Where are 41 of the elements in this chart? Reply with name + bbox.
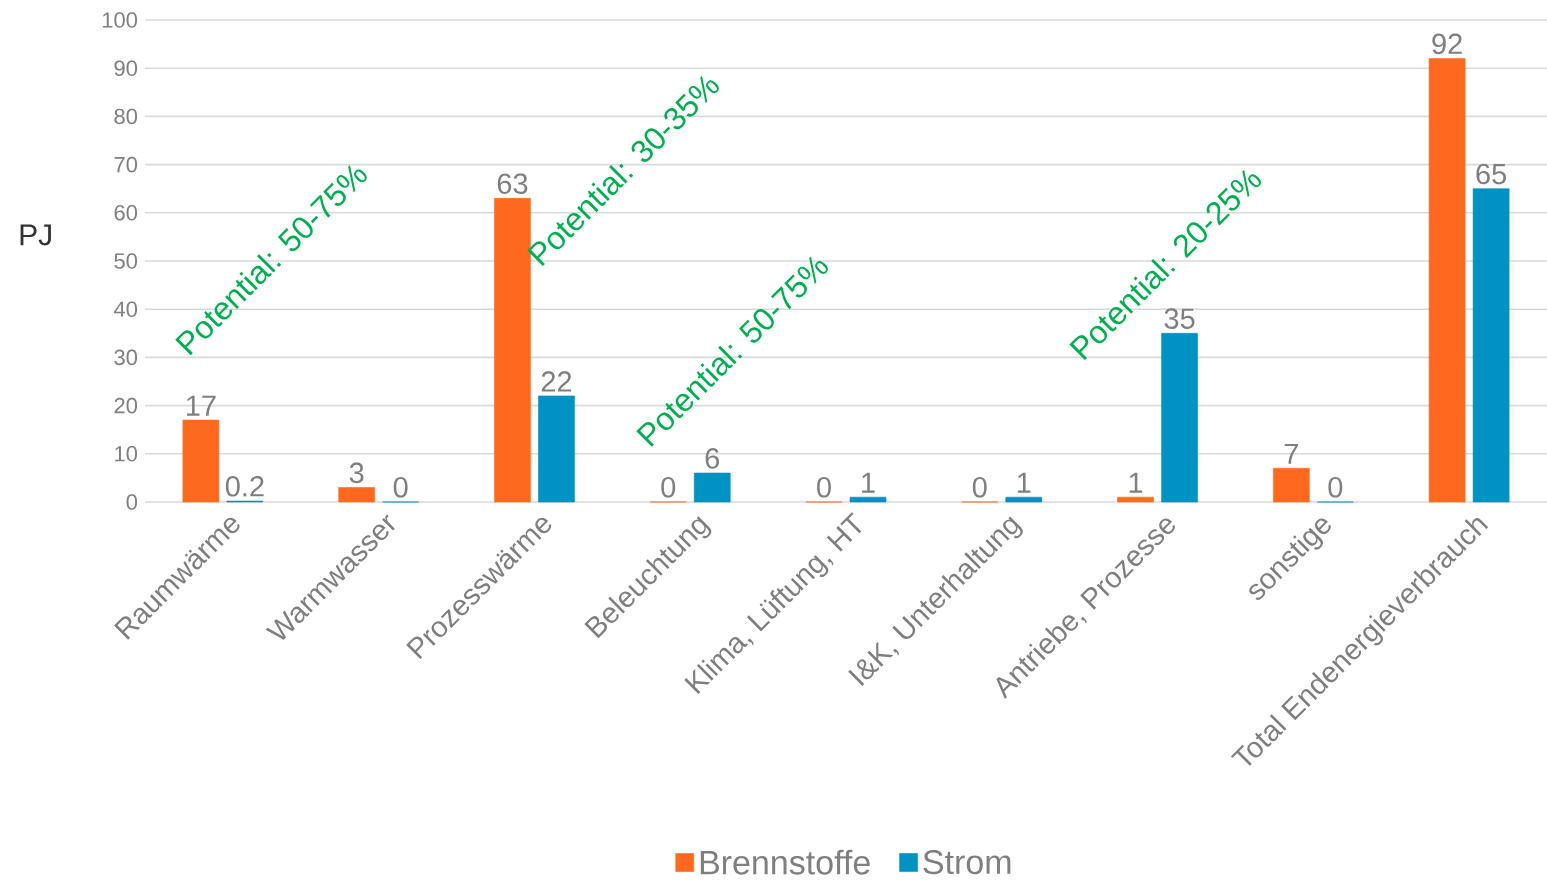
bar [182, 419, 220, 503]
data-label: 3 [349, 462, 364, 484]
bar [1472, 188, 1510, 503]
data-label: 92 [1432, 33, 1462, 55]
bar [1273, 467, 1310, 503]
y-tick-label: 60 [114, 205, 138, 221]
data-label: 1 [862, 472, 875, 493]
y-tick-label: 100 [102, 12, 138, 28]
data-label: 0 [817, 477, 831, 498]
y-tick-label: 0 [126, 494, 138, 510]
y-axis-title: PJ [20, 224, 51, 246]
bar [849, 496, 887, 503]
data-label: 65 [1476, 163, 1507, 185]
data-label: 22 [541, 371, 572, 392]
bar [1117, 496, 1154, 503]
data-label: 6 [705, 448, 720, 469]
data-label: 63 [497, 173, 528, 194]
y-tick-label: 50 [114, 253, 138, 269]
data-label: 1 [1129, 472, 1143, 493]
y-tick-label: 70 [114, 156, 138, 173]
y-tick-label: 30 [114, 349, 138, 366]
y-tick-label: 20 [114, 397, 138, 414]
data-label: 0 [972, 477, 987, 498]
y-tick-label: 80 [114, 108, 138, 125]
bar [338, 487, 375, 503]
y-tick-label: 40 [113, 301, 138, 317]
data-label: 7 [1284, 443, 1298, 464]
y-tick-label: 10 [115, 446, 138, 462]
bar [693, 472, 731, 503]
y-tick-label: 90 [114, 60, 138, 76]
bar [1428, 58, 1466, 503]
legend-label: Strom [923, 850, 1011, 875]
data-label: 17 [186, 395, 216, 416]
data-label: 0 [661, 477, 676, 498]
legend-label: Brennstoffe [700, 849, 870, 875]
data-label: 0.2 [225, 476, 264, 497]
data-label: 0 [1328, 477, 1343, 498]
bar [1005, 496, 1043, 503]
data-label: 1 [1017, 472, 1031, 493]
bar [538, 395, 575, 503]
data-label: 0 [393, 477, 408, 498]
